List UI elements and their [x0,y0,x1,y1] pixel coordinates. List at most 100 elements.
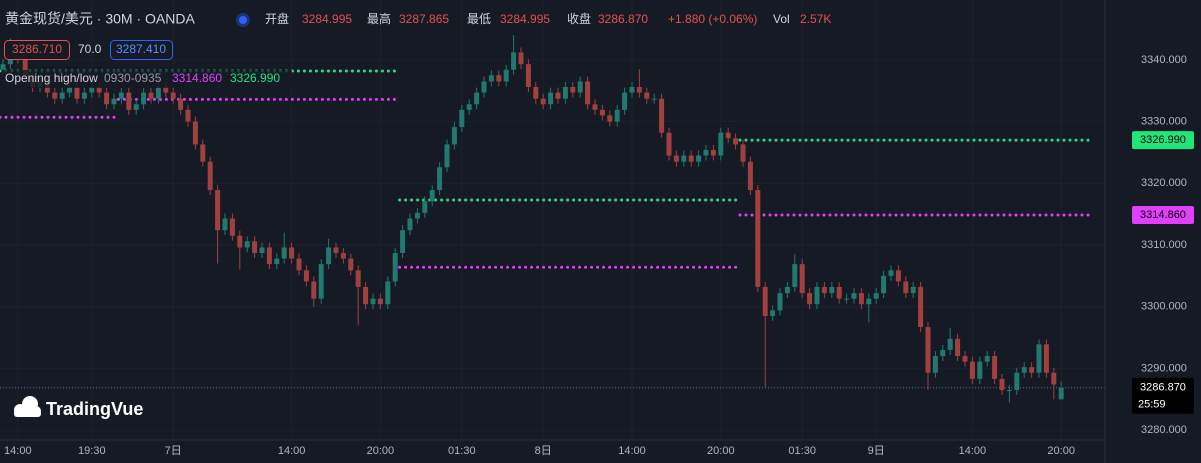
candle-body [918,286,924,328]
candle-body [666,132,672,156]
candle-body [318,264,324,299]
candle-body [762,286,768,316]
candle-body [688,155,694,162]
candle-body [429,190,435,202]
candle-body [141,92,147,105]
x-tick-label: 20:00 [1047,445,1075,457]
candle-body [888,270,894,276]
y-tick-label: 3320.000 [1141,177,1187,189]
candle-body [903,281,909,294]
candle-body [89,87,95,93]
x-tick-label: 20:00 [367,445,395,457]
candle-body [555,92,561,99]
candle-body [370,298,376,305]
candle-body [1029,367,1035,373]
candle-body [747,161,753,191]
candle-body [1006,390,1012,392]
price-tag-text: 3314.860 [1140,209,1186,221]
candle-body [999,378,1005,391]
y-tick-label: 3340.000 [1141,54,1187,66]
candle-body [414,212,420,219]
badge-text: 3287.410 [116,42,166,56]
countdown: 25:59 [1138,399,1166,411]
candle-body [873,293,879,299]
logo-icon [14,396,41,417]
candle-body [829,286,835,294]
candle-body [363,286,369,305]
candle-body [910,286,916,294]
candle-body [710,149,716,156]
candle-body [400,230,406,254]
candle-body [755,190,761,287]
candle-body [644,92,650,99]
candle-body [503,69,509,82]
candle-body [629,87,635,93]
candle-body [237,235,243,248]
x-tick-label: 01:30 [448,445,476,457]
candle-body [200,144,206,162]
candle-body [229,218,235,236]
candle-body [969,361,975,379]
candle-body [481,81,487,93]
candle-body [799,264,805,294]
candle-body [740,144,746,162]
candle-body [59,92,65,99]
candle-body [437,167,443,191]
candle-body [496,75,502,82]
x-tick-label: 14:00 [4,445,32,457]
y-tick-label: 3280.000 [1141,424,1187,436]
candle-body [296,258,302,271]
candle-body [266,247,272,265]
candle-body [607,115,613,122]
candle-body [592,104,598,110]
candle-body [81,92,87,99]
indicator-low: 3314.860 [172,71,222,85]
price-tag [1132,131,1194,150]
candle-body [577,81,583,93]
candle-body [784,286,790,294]
candle-body [104,92,110,105]
candle-body [511,52,517,70]
candle-body [1036,344,1042,373]
candle-body [673,155,679,162]
candle-body [540,98,546,105]
candle-body [651,98,657,100]
candle-body [385,281,391,305]
candle-body [703,149,709,156]
candle-body [725,132,731,139]
candle-body [851,293,857,299]
x-tick-label: 01:30 [788,445,816,457]
candle-body [444,144,450,168]
candle-body [533,87,539,99]
candle-body [52,92,58,99]
candle-body [133,104,139,110]
vol-label: Vol [773,12,790,26]
x-tick-label: 14:00 [278,445,306,457]
candle-body [1058,387,1064,400]
candle-body [392,253,398,282]
candle-body [74,87,80,99]
candle-body [977,361,983,379]
y-tick-label: 3300.000 [1141,301,1187,313]
candle-body [252,241,258,254]
candle-body [348,258,354,271]
candle-body [562,87,568,99]
field-label: 最高 [367,11,391,26]
x-tick-label: 7日 [165,445,182,457]
candle-body [844,298,850,300]
candle-body [955,338,961,357]
last-price-text: 3286.870 [1140,382,1186,394]
candle-body [570,87,576,93]
candle-body [866,298,872,305]
symbol: 黄金现货/美元 · 30M · OANDA [5,11,195,27]
candle-body [733,138,739,145]
indicator-session: 0930-0935 [104,71,162,85]
candle-body [163,87,169,93]
candle-body [518,52,524,65]
candle-body [222,218,228,231]
candle-body [259,247,265,254]
candle-body [548,92,554,105]
candle-body [984,356,990,362]
